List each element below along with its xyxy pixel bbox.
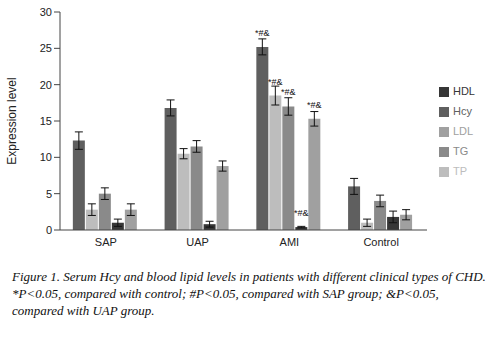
- svg-text:10: 10: [40, 151, 52, 163]
- html-text:TG: TG: [453, 145, 469, 157]
- svg-text:AMI: AMI: [280, 236, 300, 248]
- svg-text:15: 15: [40, 115, 52, 127]
- svg-text:30: 30: [40, 6, 52, 18]
- svg-text:5: 5: [46, 188, 52, 200]
- html-text:TP: TP: [453, 165, 467, 177]
- svg-text:*#&: *#&: [268, 77, 283, 87]
- svg-text:0: 0: [46, 224, 52, 236]
- svg-text:*#&: *#&: [294, 208, 309, 218]
- svg-text:SAP: SAP: [95, 236, 117, 248]
- svg-text:UAP: UAP: [186, 236, 209, 248]
- html-text:Hcy: Hcy: [453, 105, 472, 117]
- html-text:Figure 1. Serum Hcy and blood: Figure 1. Serum Hcy and blood lipid leve…: [12, 269, 486, 318]
- html-text:HDL: HDL: [453, 85, 475, 97]
- html-text:LDL: LDL: [453, 125, 474, 137]
- svg-text:Expression level: Expression level: [8, 77, 19, 164]
- svg-text:20: 20: [40, 79, 52, 91]
- svg-text:*#&: *#&: [281, 87, 296, 97]
- svg-text:*#&: *#&: [255, 28, 270, 38]
- svg-text:25: 25: [40, 42, 52, 54]
- svg-text:Control: Control: [363, 236, 398, 248]
- svg-text:*#&: *#&: [307, 100, 322, 110]
